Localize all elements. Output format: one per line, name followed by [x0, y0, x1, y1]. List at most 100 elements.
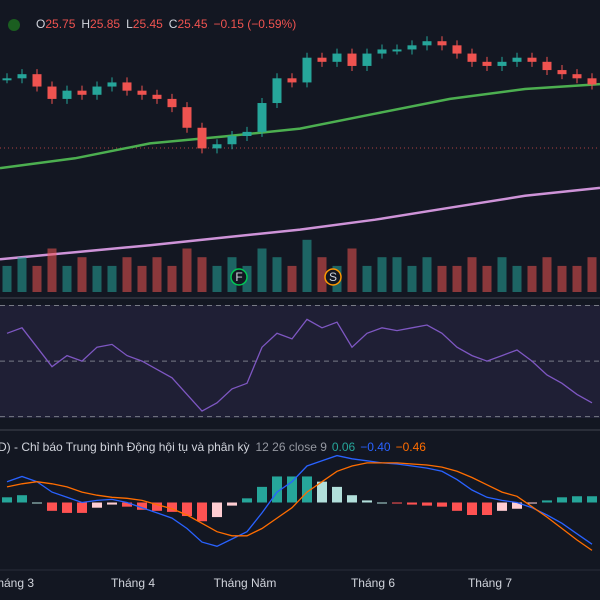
candle	[2, 78, 12, 81]
candle	[317, 57, 327, 62]
volume-bar	[422, 257, 432, 292]
ohlc-value: 25.45	[177, 17, 207, 31]
event-marker	[324, 268, 342, 286]
volume-bar	[152, 257, 162, 292]
candle	[227, 136, 237, 145]
ohlc-value: 25.75	[45, 17, 75, 31]
histogram-bar	[62, 502, 72, 513]
volume-bar	[347, 248, 357, 292]
histogram-bar	[77, 502, 87, 513]
volume-bar	[212, 265, 222, 292]
candle	[557, 70, 567, 75]
volume-bar	[62, 265, 72, 292]
candle	[467, 53, 477, 62]
candle	[482, 61, 492, 66]
volume-bar	[197, 257, 207, 292]
candle	[257, 103, 267, 132]
volume-bar	[392, 257, 402, 292]
volume-bar	[512, 265, 522, 292]
ohlc-value: 25.45	[133, 17, 163, 31]
indicator-value: −0.40	[360, 440, 391, 454]
candle	[377, 49, 387, 54]
macd-line	[6, 454, 593, 547]
histogram-bar	[437, 502, 447, 507]
histogram-bar	[212, 502, 222, 518]
candle	[212, 144, 222, 149]
volume-bar	[77, 257, 87, 292]
indicator-title: D) - Chỉ báo Trung bình Động hội tụ và p…	[0, 440, 249, 454]
macd-line	[6, 462, 593, 551]
volume-bar	[437, 265, 447, 292]
candle	[182, 107, 192, 128]
histogram-bar	[302, 476, 312, 503]
histogram-bar	[452, 502, 462, 511]
ohlc-key: H	[81, 17, 90, 31]
candle	[242, 131, 252, 136]
volume-bar	[407, 265, 417, 292]
histogram-bar	[257, 486, 267, 503]
histogram-bar	[332, 486, 342, 503]
volume-bar	[557, 265, 567, 292]
histogram-bar	[572, 496, 582, 503]
histogram-bar	[362, 500, 372, 503]
candle	[332, 53, 342, 62]
ohlc-header: O25.75 H25.85 L25.45 C25.45 −0.15 (−0.59%)	[36, 17, 296, 31]
candle	[392, 49, 402, 52]
histogram-bar	[242, 498, 252, 503]
candle	[587, 78, 597, 85]
volume-bar	[257, 248, 267, 292]
time-axis-label: Tháng Năm	[214, 576, 277, 590]
ohlc-key: O	[36, 17, 45, 31]
histogram-bar	[542, 500, 552, 503]
histogram-bar	[422, 502, 432, 506]
histogram-bar	[512, 502, 522, 509]
histogram-bar	[227, 502, 237, 506]
indicator-params: 12 26 close 9	[255, 440, 327, 454]
volume-bar	[497, 257, 507, 292]
candle	[437, 41, 447, 46]
histogram-bar	[137, 502, 147, 510]
event-marker	[230, 268, 248, 286]
candle	[362, 53, 372, 66]
histogram-bar	[317, 481, 327, 503]
candle	[302, 57, 312, 83]
histogram-bar	[92, 502, 102, 508]
histogram-bar	[467, 502, 477, 515]
volume-bar	[167, 265, 177, 292]
histogram-bar	[182, 502, 192, 517]
candle	[527, 57, 537, 62]
histogram-bar	[2, 497, 12, 503]
candle	[407, 45, 417, 50]
volume-bar	[17, 257, 27, 292]
volume-bar	[527, 265, 537, 292]
histogram-bar	[167, 502, 177, 512]
change: −0.15 (−0.59%)	[214, 17, 297, 31]
volume-bar	[482, 265, 492, 292]
ohlc-key: L	[126, 17, 133, 31]
candle	[542, 61, 552, 71]
histogram-bar	[587, 496, 597, 503]
candle	[32, 74, 42, 87]
volume-bar	[467, 257, 477, 292]
candle	[47, 86, 57, 99]
volume-bar	[377, 257, 387, 292]
histogram-bar	[17, 495, 27, 503]
rsi-line	[6, 318, 593, 412]
histogram-bar	[497, 502, 507, 511]
histogram-bar	[527, 502, 537, 504]
ohlc-key: C	[169, 17, 178, 31]
volume-bar	[587, 257, 597, 292]
candle	[137, 90, 147, 95]
histogram-bar	[407, 502, 417, 505]
volume-bar	[362, 265, 372, 292]
candle	[197, 127, 207, 149]
event-marker-label: F	[235, 270, 242, 284]
histogram-bar	[32, 502, 42, 504]
volume-bar	[2, 265, 12, 292]
time-axis-label: Tháng 3	[0, 576, 34, 590]
moving-average	[0, 186, 600, 261]
histogram-bar	[557, 497, 567, 503]
volume-bar	[272, 257, 282, 292]
volume-bar	[182, 248, 192, 292]
